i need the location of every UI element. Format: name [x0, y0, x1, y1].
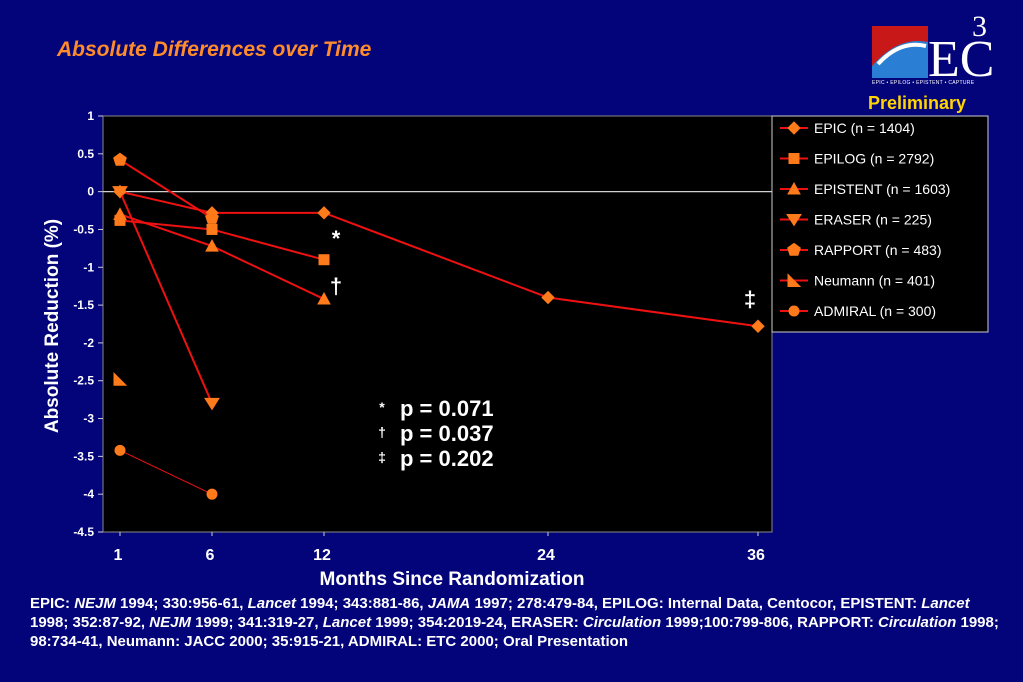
data-point	[205, 239, 219, 252]
logo-wave	[872, 41, 928, 78]
data-point	[206, 488, 218, 500]
reference-segment: 1998; 352:87-92,	[30, 614, 150, 631]
p-value-text: p = 0.202	[400, 446, 494, 471]
reference-segment: 1999;100:799-806, RAPPORT:	[661, 614, 878, 631]
reference-segment: 1998; 98:734-41, Neumann: JACC 2000; 35:…	[30, 614, 999, 650]
data-point	[318, 254, 330, 266]
reference-segment: Lancet	[921, 595, 970, 612]
reference-segment: Lancet	[322, 614, 372, 631]
point-annotation: ‡	[744, 287, 756, 312]
references: EPIC: NEJM 1994; 330:956-61, Lancet 1994…	[30, 594, 1000, 651]
legend-label: EPIC (n = 1404)	[814, 120, 915, 136]
data-point	[114, 444, 126, 456]
reference-segment: Circulation	[582, 614, 662, 631]
y-tick-label: -3.5	[73, 449, 94, 463]
data-point	[317, 206, 331, 220]
logo-subtitle: EPIC • EPILOG • EPISTENT • CAPTURE	[872, 80, 975, 86]
legend-marker	[787, 181, 801, 195]
legend-label: EPISTENT (n = 1603)	[814, 181, 950, 197]
line-chart: 1 0.5 0 -0.5 -1 -1.5 -2 -2.5 -3 -3.5 -4 -4.5 1 6 12 24 3…	[42, 109, 989, 590]
data-point	[113, 152, 127, 166]
x-axis-title: Months Since Randomization	[320, 569, 585, 590]
y-tick-label: -0.5	[73, 222, 94, 236]
data-point	[751, 319, 765, 333]
legend-label: EPILOG (n = 2792)	[814, 151, 934, 167]
legend-label: ERASER (n = 225)	[814, 212, 932, 228]
data-point	[317, 291, 331, 305]
data-point	[112, 186, 128, 199]
reference-segment: 1999; 341:319-27,	[190, 614, 323, 631]
data-point	[113, 372, 128, 386]
legend-label: Neumann (n = 401)	[814, 273, 935, 289]
x-tick-label: 12	[313, 547, 331, 564]
p-value-symbol: †	[378, 424, 386, 440]
y-axis-title: Absolute Reduction (%)	[42, 219, 63, 433]
y-tick-label: 0	[87, 185, 94, 199]
reference-segment: EPIC:	[30, 595, 75, 612]
legend-label: RAPPORT (n = 483)	[814, 242, 941, 258]
y-tick-label: -2.5	[73, 374, 94, 388]
legend-box	[771, 115, 989, 333]
data-point	[204, 397, 220, 411]
reference-segment: 1994; 343:881-86,	[296, 595, 428, 612]
reference-segment: NEJM	[149, 614, 191, 631]
y-tick-label: -4	[83, 487, 94, 501]
plot-area	[102, 115, 773, 533]
y-tick-label: 0.5	[77, 147, 94, 161]
p-value-symbol: ‡	[378, 449, 386, 465]
logo-letters: EC	[928, 31, 994, 88]
y-tick-label: -1	[83, 260, 94, 274]
reference-segment: 1997; 278:479-84, EPILOG: Internal Data,…	[470, 595, 922, 612]
reference-segment: NEJM	[74, 595, 116, 612]
reference-segment: 1994; 330:956-61,	[115, 595, 248, 612]
data-point	[113, 207, 127, 220]
y-tick-label: -3	[83, 412, 94, 426]
legend-marker	[786, 214, 802, 227]
p-value-text: p = 0.037	[400, 421, 494, 446]
x-tick-label: 6	[206, 547, 215, 564]
data-point	[541, 290, 555, 305]
point-annotation: †	[330, 274, 342, 299]
p-value-symbol: *	[379, 399, 385, 415]
reference-segment: JAMA	[427, 595, 471, 612]
e3c-logo: EC 3	[872, 10, 994, 88]
x-tick-label: 36	[747, 547, 765, 564]
x-tick-label: 24	[537, 547, 555, 564]
legend-marker	[788, 153, 800, 164]
data-point	[206, 223, 218, 235]
y-tick-label: -2	[83, 336, 94, 350]
point-annotation: *	[332, 226, 341, 251]
legend-marker	[788, 305, 800, 317]
series-line	[119, 159, 213, 219]
legend-marker	[787, 121, 801, 135]
reference-segment: 1999; 354:2019-24, ERASER:	[371, 614, 583, 631]
slide-title: Absolute Differences over Time	[57, 38, 372, 61]
y-tick-label: -1.5	[73, 298, 94, 312]
legend-marker	[787, 242, 801, 256]
logo-superscript: 3	[972, 10, 987, 43]
series-line	[119, 191, 213, 404]
p-value-text: p = 0.071	[400, 396, 494, 421]
reference-segment: Circulation	[877, 614, 957, 631]
reference-segment: Lancet	[247, 595, 296, 612]
legend-marker	[787, 273, 802, 287]
preliminary-badge: Preliminary	[868, 93, 967, 113]
legend-label: ADMIRAL (n = 300)	[814, 303, 936, 319]
y-tick-label: 1	[87, 109, 94, 123]
x-tick-label: 1	[114, 547, 123, 564]
data-point	[205, 210, 219, 224]
y-tick-label: -4.5	[73, 525, 94, 539]
series-line	[119, 449, 213, 495]
